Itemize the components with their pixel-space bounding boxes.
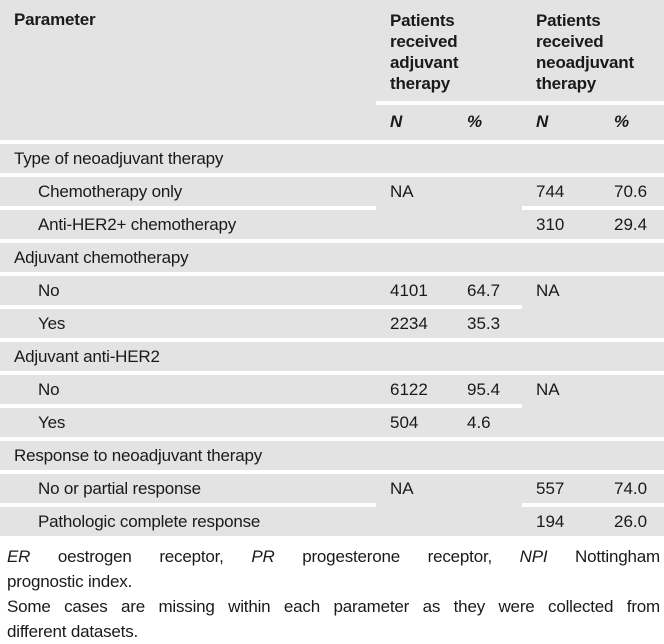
- table-row: Yes 2234 35.3: [0, 309, 664, 338]
- column-header-n-neoadjuvant: N: [536, 112, 549, 131]
- cell-neoadjuvant-pct: 26.0: [614, 512, 648, 531]
- cell-neoadjuvant-pct: 29.4: [614, 215, 648, 234]
- column-group-adjuvant: Patients received adjuvant therapy: [390, 11, 459, 93]
- row-label: Anti-HER2+ chemotherapy: [38, 215, 237, 234]
- cell-neoadjuvant-n: NA: [536, 380, 560, 399]
- merged-cell-bridge: [522, 404, 664, 408]
- cell-adjuvant-pct: 4.6: [467, 413, 491, 432]
- merged-cell-bridge: [522, 305, 664, 309]
- row-label: Adjuvant chemotherapy: [14, 248, 189, 267]
- merged-cell-bridge: [376, 503, 522, 507]
- merged-cell-bridge: [376, 206, 522, 210]
- abbrev-pr: PR: [251, 547, 275, 566]
- abbrev-pr-text: progesterone receptor,: [274, 547, 520, 566]
- cell-adjuvant-pct: 35.3: [467, 314, 501, 333]
- column-header-n-adjuvant: N: [390, 112, 403, 131]
- cell-adjuvant-pct: 95.4: [467, 380, 501, 399]
- cell-adjuvant-pct: 64.7: [467, 281, 501, 300]
- column-header-pct-neoadjuvant: %: [614, 112, 630, 131]
- missing-cases-note-line1: Some cases are missing within each param…: [7, 597, 660, 616]
- abbrev-er: ER: [7, 547, 31, 566]
- cell-adjuvant-n: 504: [390, 413, 419, 432]
- cell-neoadjuvant-pct: 70.6: [614, 182, 648, 201]
- cell-adjuvant-n: 4101: [390, 281, 428, 300]
- cell-adjuvant-n: 6122: [390, 380, 428, 399]
- cell-adjuvant-n: NA: [390, 182, 414, 201]
- row-label: Yes: [38, 314, 66, 333]
- cell-neoadjuvant-n: 310: [536, 215, 565, 234]
- column-group-neoadjuvant: Patients received neoadjuvant therapy: [536, 11, 634, 93]
- table-row: Yes 504 4.6: [0, 408, 664, 437]
- row-label: Pathologic complete response: [38, 512, 261, 531]
- abbrev-npi: NPI: [519, 547, 548, 566]
- column-header-parameter: Parameter: [14, 10, 96, 29]
- cell-neoadjuvant-n: 744: [536, 182, 565, 201]
- table-row-section: Adjuvant chemotherapy: [0, 243, 664, 272]
- table-row: Pathologic complete response 194 26.0: [0, 507, 664, 536]
- cell-neoadjuvant-n: 194: [536, 512, 565, 531]
- patients-therapy-table: Parameter Patients received adjuvant the…: [0, 0, 664, 536]
- row-label: No: [38, 281, 60, 300]
- row-label: Adjuvant anti-HER2: [14, 347, 160, 366]
- table-row: Anti-HER2+ chemotherapy 310 29.4: [0, 210, 664, 239]
- row-label: Yes: [38, 413, 66, 432]
- table-footnotes: ER oestrogen receptor, PR progesterone r…: [0, 544, 664, 644]
- row-label: No or partial response: [38, 479, 201, 498]
- group-header-rule: [376, 101, 664, 105]
- cell-neoadjuvant-pct: 74.0: [614, 479, 648, 498]
- row-label: Response to neoadjuvant therapy: [14, 446, 263, 465]
- table-row-section: Response to neoadjuvant therapy: [0, 441, 664, 470]
- table-row: Chemotherapy only NA 744 70.6: [0, 177, 664, 210]
- cell-neoadjuvant-n: NA: [536, 281, 560, 300]
- table-row: No 4101 64.7 NA: [0, 276, 664, 309]
- column-header-pct-adjuvant: %: [467, 112, 483, 131]
- cell-adjuvant-n: 2234: [390, 314, 428, 333]
- abbreviation-note-line2: prognostic index.: [7, 572, 133, 591]
- row-label: No: [38, 380, 60, 399]
- abbrev-npi-text: Nottingham: [547, 547, 660, 566]
- table-header: Parameter Patients received adjuvant the…: [0, 0, 664, 140]
- abbrev-er-text: oestrogen receptor,: [30, 547, 252, 566]
- table-row: No or partial response NA 557 74.0: [0, 474, 664, 507]
- table-row: No 6122 95.4 NA: [0, 375, 664, 408]
- row-label: Type of neoadjuvant therapy: [14, 149, 224, 168]
- table-row-section: Type of neoadjuvant therapy: [0, 144, 664, 173]
- cell-adjuvant-n: NA: [390, 479, 414, 498]
- table-row-section: Adjuvant anti-HER2: [0, 342, 664, 371]
- abbreviation-note-line1: ER oestrogen receptor, PR progesterone r…: [7, 544, 660, 569]
- row-label: Chemotherapy only: [38, 182, 183, 201]
- cell-neoadjuvant-n: 557: [536, 479, 565, 498]
- missing-cases-note-line2: different datasets.: [7, 622, 139, 641]
